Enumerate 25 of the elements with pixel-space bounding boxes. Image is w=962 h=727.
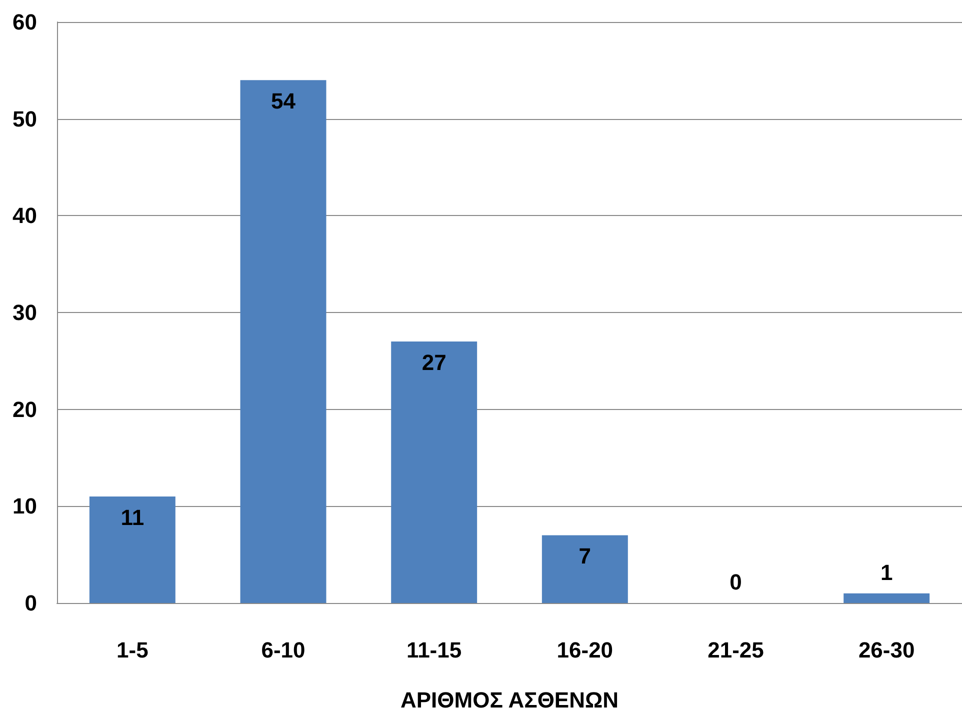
bar [391,342,478,603]
bar [240,80,326,603]
data-label: 0 [730,570,742,594]
x-tick-label: 6-10 [261,638,306,662]
data-label: 27 [422,350,446,376]
y-tick-label: 20 [12,396,37,422]
y-tick-label: 0 [24,590,37,616]
x-tick-label: 1-5 [116,638,148,662]
y-tick-label: 10 [12,494,37,519]
data-label: 1 [880,560,893,585]
y-tick-label: 40 [12,203,37,228]
bar [542,535,628,603]
y-tick-label: 60 [12,10,37,34]
x-tick-label: 16-20 [556,638,614,662]
x-tick-label: 26-30 [858,638,915,662]
y-tick-label: 50 [12,106,37,132]
y-tick-label: 30 [12,300,37,325]
bar [89,496,176,603]
bar [844,593,930,603]
x-tick-label: 21-25 [708,638,764,662]
x-axis-title: ΑΡΙΘΜΟΣ ΑΣΘΕΝΩΝ [400,688,619,712]
data-label: 7 [578,544,592,569]
data-label: 54 [271,88,296,114]
data-label: 11 [120,504,144,530]
x-tick-label: 11-15 [406,638,462,662]
